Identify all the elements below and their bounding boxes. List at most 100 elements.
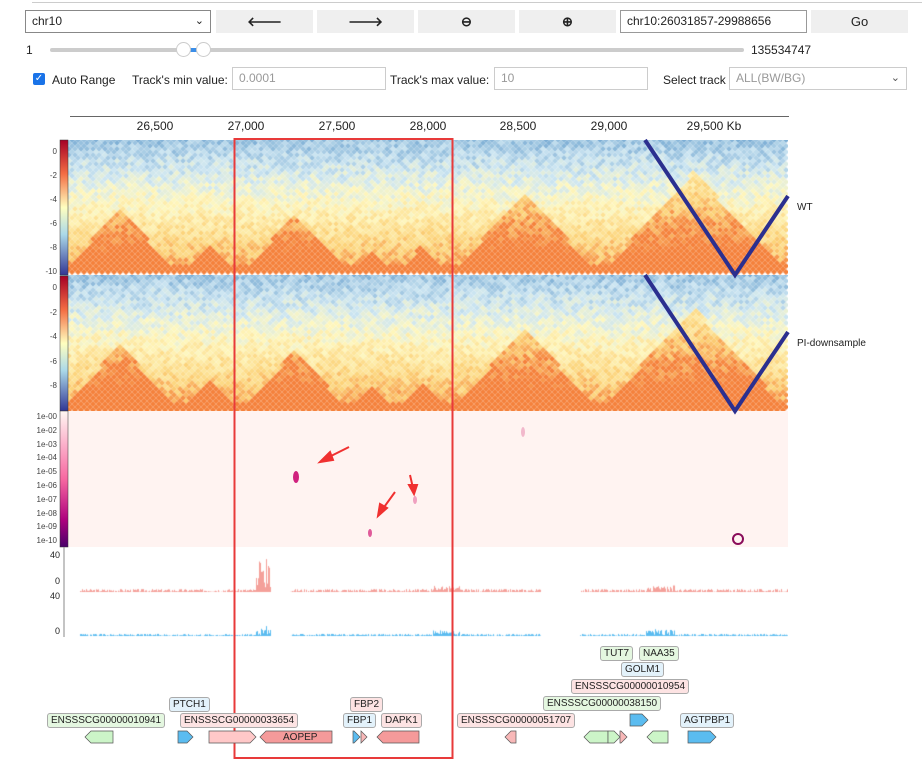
gene-shape[interactable] xyxy=(208,730,257,744)
scale-label: 40 xyxy=(49,550,60,560)
boundary-line-pi xyxy=(643,273,790,415)
axis-tick-label: 28,500 xyxy=(499,119,537,133)
scale-label: 0 xyxy=(54,576,60,586)
scale-label: -2 xyxy=(49,307,57,317)
zoom-out-button[interactable]: ⊖ xyxy=(418,10,515,33)
scale-label: 1e-00 xyxy=(36,412,57,421)
scale-label: 1e-02 xyxy=(36,425,57,435)
scale-label: 0 xyxy=(54,626,60,636)
max-value-label: Track's max value: xyxy=(390,73,490,87)
interaction-dot xyxy=(521,427,525,437)
locus-input[interactable]: chr10:26031857-29988656 xyxy=(620,10,807,33)
slider-handle-end[interactable] xyxy=(196,42,211,57)
colorbar-pvalue xyxy=(59,410,69,548)
boundary-line-wt xyxy=(643,138,790,279)
scale-label: -10 xyxy=(45,267,57,276)
gene-shape[interactable] xyxy=(646,730,669,744)
gene-label[interactable]: DAPK1 xyxy=(381,713,422,728)
min-placeholder: 0.0001 xyxy=(239,71,276,85)
scale-label: 1e-04 xyxy=(36,453,57,463)
colorbar-wt xyxy=(59,139,69,276)
gene-label[interactable]: ENSSSCG00000051707 xyxy=(457,713,576,728)
locus-value: chr10:26031857-29988656 xyxy=(627,14,772,28)
axis-line xyxy=(70,116,789,117)
gene-label[interactable]: FBP2 xyxy=(350,697,384,712)
highlight-region xyxy=(233,138,454,759)
colorbar-pi xyxy=(59,275,69,412)
gene-shape[interactable] xyxy=(504,730,517,744)
top-divider xyxy=(32,0,922,3)
scale-label: -6 xyxy=(49,356,57,366)
auto-range-label: Auto Range xyxy=(52,73,116,87)
track-name-pi: PI-downsample xyxy=(797,338,866,349)
gene-shape[interactable] xyxy=(84,730,114,744)
interaction-dot xyxy=(732,533,744,545)
axis-tick-label: 29,000 xyxy=(590,119,628,133)
axis-tick-label: 27,000 xyxy=(227,119,265,133)
auto-range-checkbox[interactable]: ✓ xyxy=(33,73,45,85)
gene-shape[interactable] xyxy=(583,730,609,744)
gene-shape[interactable] xyxy=(687,730,717,744)
gene-label[interactable]: GOLM1 xyxy=(621,662,665,677)
gene-shape[interactable] xyxy=(177,730,194,744)
slider-handle-start[interactable] xyxy=(176,42,191,57)
scale-label: 1e-06 xyxy=(36,481,57,490)
gene-label[interactable]: FBP1 xyxy=(343,713,377,728)
gene-label[interactable]: NAA35 xyxy=(639,646,679,661)
gene-label[interactable]: TUT7 xyxy=(600,646,633,661)
chevron-down-icon: ⌄ xyxy=(194,15,204,27)
gene-label[interactable]: ENSSSCG00000010954 xyxy=(571,679,690,694)
gene-label[interactable]: AGTPBP1 xyxy=(680,713,735,728)
gene-shape[interactable] xyxy=(259,730,333,744)
chromosome-select[interactable]: chr10 ⌄ xyxy=(25,10,211,33)
gene-shape[interactable] xyxy=(352,730,361,744)
hic-heatmap-wt[interactable] xyxy=(60,140,788,275)
range-slider[interactable] xyxy=(50,42,744,57)
back-button[interactable]: 🡐 xyxy=(216,10,313,33)
slider-range xyxy=(184,48,204,52)
interaction-dot xyxy=(413,496,417,504)
axis-tick-label: 28,000 xyxy=(409,119,447,133)
hic-heatmap-pi-downsample[interactable] xyxy=(60,275,788,411)
select-track-dropdown[interactable]: ALL(BW/BG) ⌄ xyxy=(729,67,907,90)
scale-label: -4 xyxy=(49,195,57,204)
gene-label[interactable]: ENSSSCG00000038150 xyxy=(543,696,662,711)
scale-label: 0 xyxy=(52,283,57,292)
slider-max: 135534747 xyxy=(751,43,812,57)
interaction-dot xyxy=(368,529,372,537)
select-track-label: Select track xyxy=(663,73,726,87)
min-value-input[interactable]: 0.0001 xyxy=(232,67,386,90)
max-placeholder: 10 xyxy=(501,71,515,85)
gene-shape[interactable] xyxy=(376,730,420,744)
gene-label[interactable]: AOPEP xyxy=(283,732,318,743)
chevron-down-icon: ⌄ xyxy=(890,72,900,84)
go-button[interactable]: Go xyxy=(811,10,908,33)
scale-label: -6 xyxy=(49,219,57,228)
gene-shape[interactable] xyxy=(629,713,649,727)
zoom-out-icon: ⊖ xyxy=(461,14,472,29)
gene-shape[interactable] xyxy=(619,730,628,744)
zoom-in-button[interactable]: ⊕ xyxy=(519,10,616,33)
scale-label: 1e-09 xyxy=(36,522,57,532)
gene-shape[interactable] xyxy=(607,730,621,744)
gene-shapes xyxy=(84,713,717,744)
scale-label: -2 xyxy=(49,171,57,180)
bigwig-tracks[interactable] xyxy=(60,547,788,642)
interaction-dot xyxy=(293,471,299,483)
scale-label: 1e-05 xyxy=(36,467,57,477)
gene-shape[interactable] xyxy=(360,730,368,744)
slider-min: 1 xyxy=(26,43,33,57)
gene-label[interactable]: ENSSSCG00000010941 xyxy=(47,713,166,728)
scale-label: 1e-07 xyxy=(36,494,57,504)
pvalue-track[interactable] xyxy=(60,411,788,547)
gene-label[interactable]: ENSSSCG00000033654 xyxy=(180,713,299,728)
max-value-input[interactable]: 10 xyxy=(494,67,648,90)
annotation-arrows xyxy=(317,446,419,519)
min-value-label: Track's min value: xyxy=(132,73,228,87)
scale-label: 1e-08 xyxy=(36,508,57,518)
forward-button[interactable]: 🡒 xyxy=(317,10,414,33)
arrow-left-icon: 🡐 xyxy=(247,14,282,29)
gene-label[interactable]: PTCH1 xyxy=(169,697,210,712)
scale-label: 40 xyxy=(49,591,60,601)
